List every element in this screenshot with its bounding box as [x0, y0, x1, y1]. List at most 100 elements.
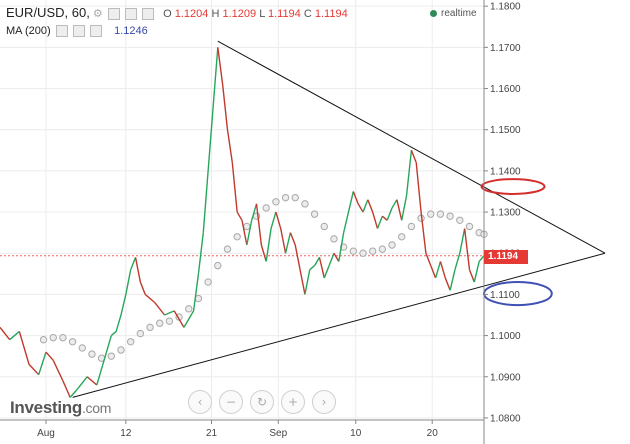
- ma-point: [165, 317, 174, 325]
- settings-icon[interactable]: ⚙: [92, 8, 103, 20]
- price-segment: [164, 310, 175, 316]
- realtime-indicator: realtime: [430, 8, 477, 19]
- close-value: 1.1194: [314, 8, 348, 20]
- hide-indicator-icon[interactable]: [55, 25, 68, 38]
- y-tick-label: 1.1800: [490, 2, 521, 13]
- reset-button[interactable]: ↻: [250, 390, 274, 414]
- price-segment: [372, 211, 379, 229]
- y-tick-label: 1.1700: [490, 43, 521, 54]
- price-segment: [367, 199, 374, 213]
- price-segment: [410, 150, 417, 163]
- ma-point: [117, 346, 125, 354]
- price-segment: [236, 211, 243, 221]
- scroll-left-button[interactable]: ‹: [188, 390, 212, 414]
- price-segment: [449, 269, 456, 291]
- price-segment: [115, 314, 122, 332]
- price-segment: [183, 310, 195, 328]
- y-tick-label: 1.1300: [490, 208, 521, 219]
- price-segment: [434, 261, 442, 279]
- ma-point: [223, 245, 232, 253]
- ma-point: [107, 352, 116, 360]
- price-segment: [342, 211, 350, 233]
- x-tick-label: Aug: [37, 428, 55, 439]
- price-segment: [69, 388, 78, 398]
- y-tick-label: 1.0800: [490, 413, 521, 424]
- price-segment: [313, 256, 321, 266]
- scroll-right-button[interactable]: ›: [312, 390, 336, 414]
- price-segment: [96, 368, 103, 386]
- hide-series-icon[interactable]: [107, 8, 120, 21]
- ma-point: [301, 200, 309, 208]
- price-segment: [125, 269, 132, 295]
- drawing-overlays: [72, 40, 606, 398]
- ma-point: [330, 235, 338, 243]
- price-segment: [139, 281, 146, 295]
- realtime-label: realtime: [441, 8, 477, 19]
- price-segment: [328, 252, 335, 266]
- price-segment: [212, 47, 219, 110]
- ma-point: [446, 212, 454, 220]
- price-segment: [134, 257, 142, 283]
- price-segment: [275, 211, 282, 229]
- ma-point: [388, 241, 396, 249]
- ma-point: [146, 323, 154, 332]
- price-segment: [289, 232, 296, 246]
- ma-point: [156, 319, 164, 327]
- low-label: L: [259, 8, 265, 20]
- price-segment: [221, 84, 229, 130]
- zoom-in-button[interactable]: +: [281, 390, 305, 414]
- price-segment: [251, 203, 258, 221]
- x-tick-label: 12: [120, 428, 132, 439]
- ma-point: [407, 222, 416, 231]
- price-segment: [105, 335, 112, 353]
- x-tick-label: 20: [427, 428, 439, 439]
- low-value: 1.1194: [267, 8, 301, 20]
- ma-point: [39, 336, 48, 344]
- ma-point: [368, 247, 377, 255]
- symbol-label: EUR/USD, 60,: [6, 5, 90, 20]
- indicator-settings-icon[interactable]: [72, 25, 85, 38]
- price-segment: [323, 265, 330, 279]
- price-series: [0, 47, 485, 398]
- price-segment: [425, 252, 432, 266]
- last-price-tag: 1.1194: [484, 250, 528, 264]
- price-segment: [396, 199, 403, 221]
- remove-series-icon[interactable]: [141, 8, 154, 21]
- brand-name: Investing: [10, 398, 82, 417]
- high-value: 1.1209: [222, 8, 257, 20]
- price-segment: [202, 170, 209, 233]
- price-segment: [280, 228, 287, 254]
- price-segment: [265, 228, 272, 262]
- ma-point: [359, 249, 367, 257]
- price-segment: [173, 310, 185, 328]
- remove-indicator-icon[interactable]: [89, 25, 102, 38]
- y-tick-label: 1.1500: [490, 125, 521, 136]
- ma-point: [88, 350, 96, 358]
- ma-point: [262, 204, 270, 212]
- y-tick-label: 1.1400: [490, 166, 521, 177]
- price-segment: [338, 232, 345, 262]
- price-segment: [347, 191, 355, 213]
- price-segment: [463, 228, 471, 270]
- axes: 1.1800 1.1700 1.1600 1.1500 1.1400 1.1300 1.12…: [0, 0, 521, 444]
- price-segment: [18, 331, 30, 365]
- ma-point: [68, 338, 77, 346]
- price-segment: [284, 232, 292, 254]
- price-segment: [62, 380, 71, 398]
- price-segment: [0, 326, 11, 341]
- x-tick-label: 21: [206, 428, 218, 439]
- price-segment: [318, 257, 325, 279]
- price-segment: [192, 273, 200, 311]
- price-segment: [76, 376, 88, 390]
- price-segment: [430, 265, 437, 279]
- zoom-out-button[interactable]: −: [219, 390, 243, 414]
- settings-box-icon[interactable]: [124, 8, 137, 21]
- price-segment: [391, 199, 398, 209]
- price-segment: [459, 228, 466, 254]
- price-segment: [420, 211, 427, 254]
- chart-nav-controls: ‹ − ↻ + ›: [188, 390, 343, 414]
- upper-trendline: [217, 40, 606, 254]
- price-segment: [362, 199, 369, 213]
- ma-point: [378, 245, 387, 253]
